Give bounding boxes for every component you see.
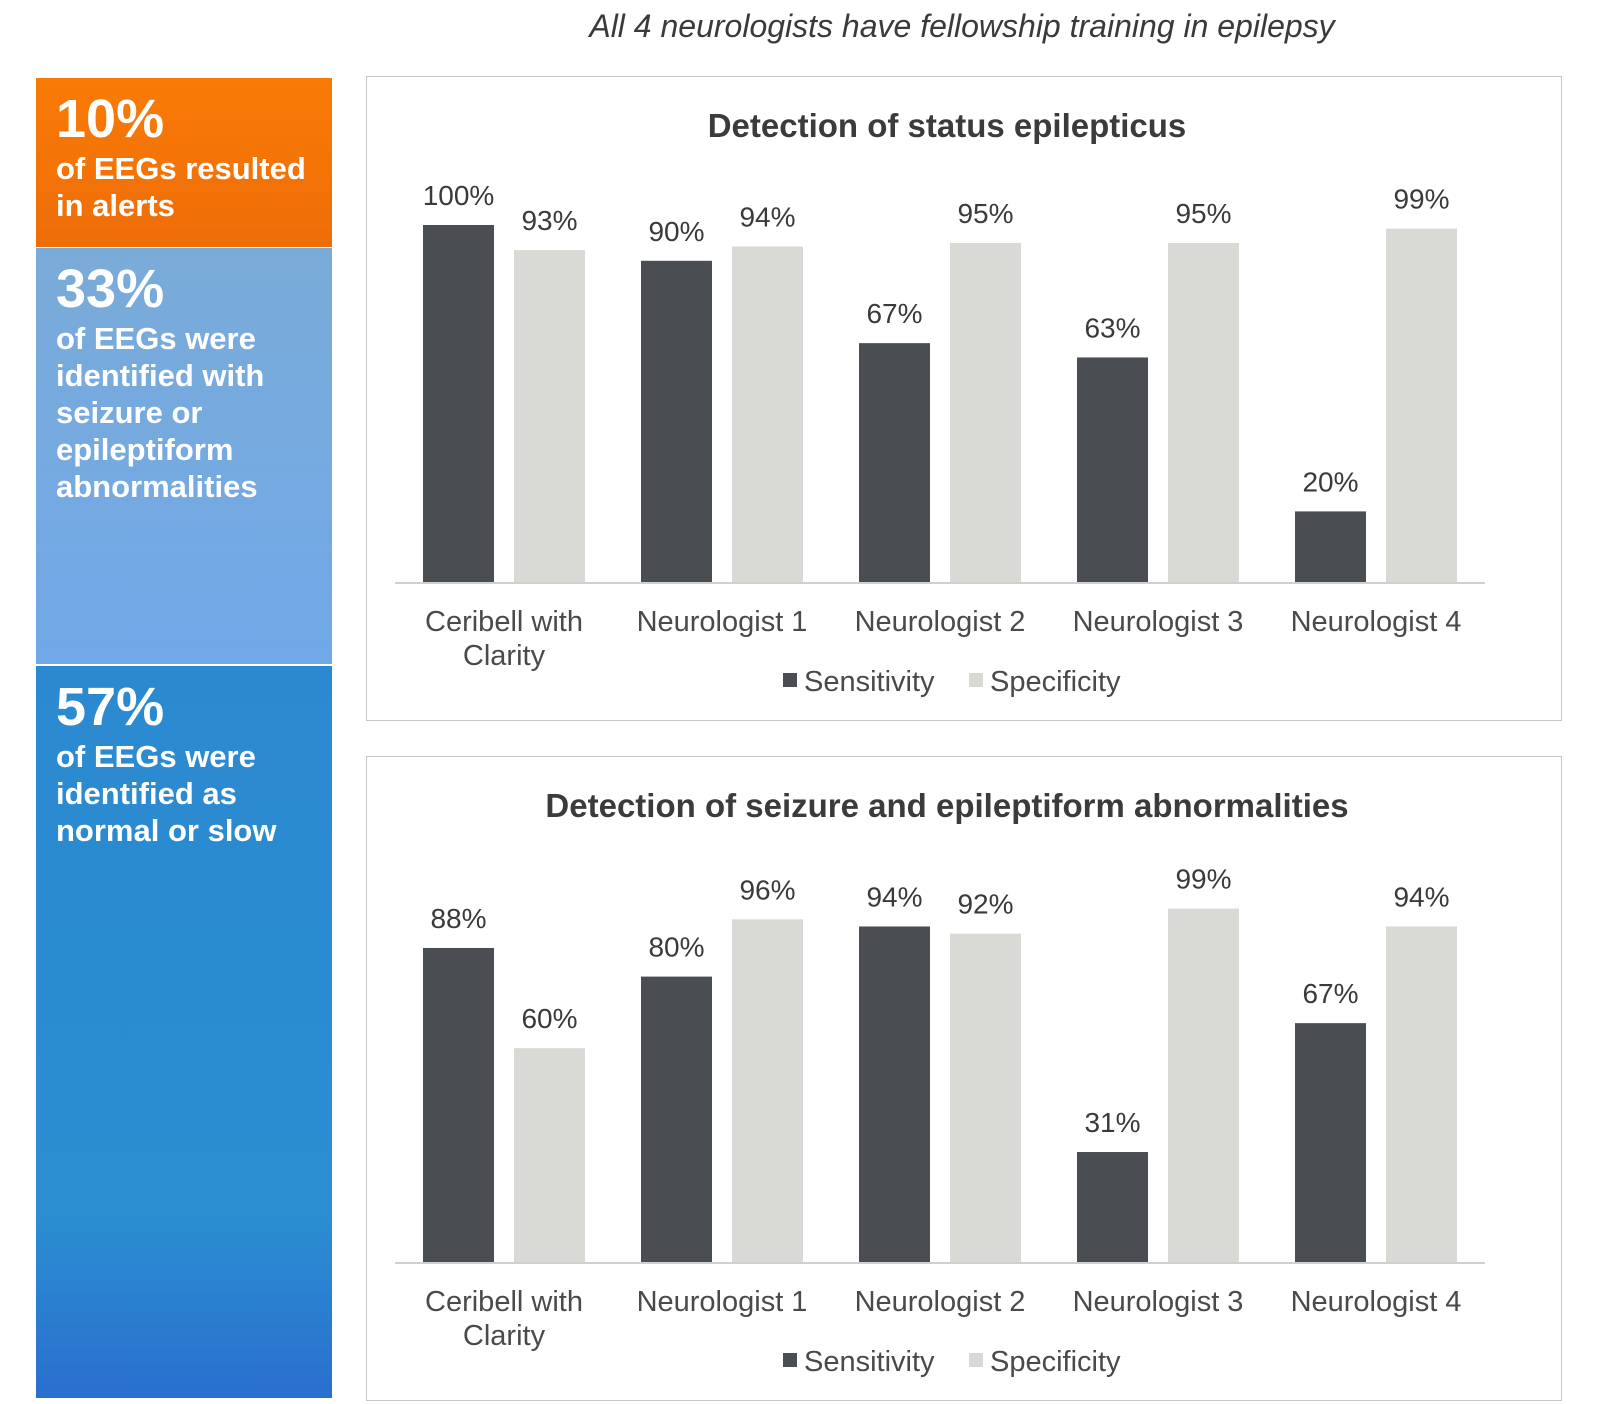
sensitivity-bar xyxy=(1295,511,1366,583)
specificity-bar xyxy=(732,919,803,1263)
stat-abnormalities-text: of EEGs were identified with seizure or … xyxy=(56,321,265,504)
specificity-bar xyxy=(514,250,585,583)
legend-swatch xyxy=(969,673,983,687)
legend-label: Specificity xyxy=(990,666,1121,698)
seizure-abnormalities-chart: Detection of seizure and epileptiform ab… xyxy=(395,787,1485,1378)
specificity-value-label: 96% xyxy=(739,874,795,905)
category-label: Clarity xyxy=(463,1320,546,1352)
specificity-value-label: 92% xyxy=(957,889,1013,920)
sensitivity-value-label: 94% xyxy=(866,881,922,912)
sensitivity-value-label: 88% xyxy=(430,903,486,934)
sensitivity-bar xyxy=(859,926,930,1263)
specificity-bar xyxy=(1168,908,1239,1263)
specificity-value-label: 99% xyxy=(1175,864,1231,895)
specificity-value-label: 60% xyxy=(521,1003,577,1034)
category-label: Neurologist 1 xyxy=(637,606,808,638)
specificity-bar xyxy=(950,933,1021,1263)
category-label: Ceribell with xyxy=(425,1286,583,1318)
specificity-bar xyxy=(732,246,803,584)
specificity-value-label: 94% xyxy=(1393,881,1449,912)
specificity-value-label: 95% xyxy=(1175,198,1231,229)
stat-alerts: 10% of EEGs resulted in alerts xyxy=(36,78,332,247)
stat-alerts-text: of EEGs resulted in alerts xyxy=(56,151,306,223)
specificity-bar xyxy=(514,1048,585,1263)
seizure-abnormalities-chart-panel: Detection of seizure and epileptiform ab… xyxy=(366,756,1562,1401)
sensitivity-bar xyxy=(423,225,494,583)
specificity-bar xyxy=(1168,242,1239,583)
stat-normal-text: of EEGs were identified as normal or slo… xyxy=(56,739,277,848)
specificity-value-label: 93% xyxy=(521,205,577,236)
sensitivity-value-label: 67% xyxy=(1302,978,1358,1009)
category-label: Neurologist 2 xyxy=(855,1286,1026,1318)
category-label: Neurologist 4 xyxy=(1291,606,1462,638)
sensitivity-value-label: 90% xyxy=(648,216,704,247)
sensitivity-bar xyxy=(1077,357,1148,583)
category-label: Neurologist 2 xyxy=(855,606,1026,638)
legend-swatch xyxy=(969,1353,983,1367)
specificity-value-label: 94% xyxy=(739,201,795,232)
sensitivity-value-label: 31% xyxy=(1084,1107,1140,1138)
page-subtitle: All 4 neurologists have fellowship train… xyxy=(589,8,1335,44)
sensitivity-value-label: 20% xyxy=(1302,466,1358,497)
specificity-bar xyxy=(1386,926,1457,1263)
sensitivity-bar xyxy=(1077,1152,1148,1263)
stat-normal-number: 57% xyxy=(56,677,165,737)
sensitivity-bar xyxy=(641,976,712,1263)
legend-label: Sensitivity xyxy=(804,666,935,698)
specificity-value-label: 95% xyxy=(957,198,1013,229)
sensitivity-value-label: 67% xyxy=(866,298,922,329)
category-label: Clarity xyxy=(463,640,546,672)
legend-label: Sensitivity xyxy=(804,1346,935,1378)
specificity-bar xyxy=(950,242,1021,583)
sensitivity-bar xyxy=(641,260,712,583)
stat-alerts-number: 10% xyxy=(56,89,165,149)
legend-swatch xyxy=(783,1353,797,1367)
category-label: Neurologist 3 xyxy=(1073,606,1244,638)
category-label: Neurologist 3 xyxy=(1073,1286,1244,1318)
specificity-value-label: 99% xyxy=(1393,184,1449,215)
sensitivity-bar xyxy=(859,343,930,583)
sensitivity-bar xyxy=(1295,1023,1366,1263)
category-label: Ceribell with xyxy=(425,606,583,638)
category-label: Neurologist 4 xyxy=(1291,1286,1462,1318)
status-epilepticus-chart: Detection of status epilepticus 100% 93% Ce… xyxy=(395,107,1485,698)
chart-title: Detection of seizure and epileptiform ab… xyxy=(545,787,1348,824)
sensitivity-value-label: 80% xyxy=(648,932,704,963)
status-epilepticus-chart-panel: Detection of status epilepticus 100% 93% Ce… xyxy=(366,76,1562,721)
specificity-bar xyxy=(1386,228,1457,583)
legend-label: Specificity xyxy=(990,1346,1121,1378)
chart-title: Detection of status epilepticus xyxy=(708,107,1187,144)
stat-abnormalities-number: 33% xyxy=(56,259,165,319)
stat-abnormalities: 33% of EEGs were identified with seizure… xyxy=(36,248,332,664)
sensitivity-value-label: 63% xyxy=(1084,312,1140,343)
sensitivity-value-label: 100% xyxy=(423,180,495,211)
category-label: Neurologist 1 xyxy=(637,1286,808,1318)
sensitivity-bar xyxy=(423,947,494,1263)
legend-swatch xyxy=(783,673,797,687)
stat-normal: 57% of EEGs were identified as normal or… xyxy=(36,666,332,1398)
